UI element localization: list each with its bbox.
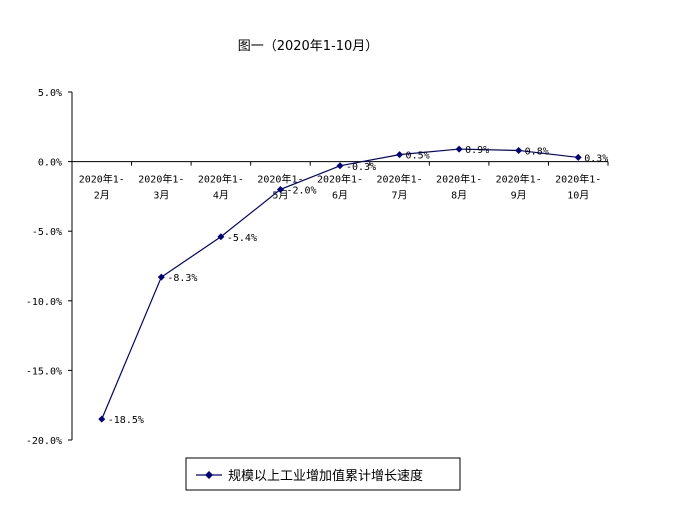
data-point-marker bbox=[157, 273, 165, 281]
data-label: 0.3% bbox=[584, 153, 608, 164]
data-points: -18.5% -8.3% -5.4% -2.0% -0.3% 0.5% 0.9% 0.8% 0.… bbox=[98, 145, 608, 426]
data-label: -5.4% bbox=[227, 233, 257, 244]
legend-box bbox=[185, 457, 461, 491]
data-point-marker bbox=[515, 146, 523, 154]
data-label: 0.5% bbox=[406, 151, 430, 162]
data-label: -18.5% bbox=[108, 415, 144, 426]
legend: 规模以上工业增加值累计增长速度 bbox=[185, 457, 461, 491]
x-tick-label: 3月 bbox=[153, 190, 169, 202]
x-tick-label: 2020年1- bbox=[79, 173, 125, 186]
data-point-marker bbox=[396, 151, 404, 159]
x-tick-label: 7月 bbox=[392, 190, 408, 202]
y-tick-label: -10.0% bbox=[26, 297, 62, 308]
data-label: -0.3% bbox=[346, 162, 376, 173]
x-tick-label: 2020年1- bbox=[317, 173, 363, 186]
data-label: -2.0% bbox=[286, 185, 316, 196]
x-tick-label: 10月 bbox=[567, 190, 589, 202]
x-tick-label: 9月 bbox=[511, 190, 527, 202]
data-label: -8.3% bbox=[167, 273, 197, 284]
y-tick-label: -15.0% bbox=[26, 366, 62, 377]
data-label: 0.9% bbox=[465, 145, 489, 156]
x-tick-label: 8月 bbox=[451, 190, 467, 202]
chart-title: 图一（2020年1-10月） bbox=[238, 39, 379, 54]
data-point-marker bbox=[574, 153, 582, 161]
data-point-marker bbox=[276, 185, 284, 193]
chart-axes: 5.0% 0.0% -5.0% -10.0% -15.0% -20.0% 2020年1- 2月… bbox=[26, 88, 609, 447]
y-tick-label: 5.0% bbox=[38, 88, 62, 99]
data-label: 0.8% bbox=[525, 146, 549, 157]
data-point-marker bbox=[98, 415, 106, 423]
legend-label: 规模以上工业增加值累计增长速度 bbox=[228, 468, 423, 484]
y-tick-label: -5.0% bbox=[32, 227, 62, 238]
x-tick-label: 2020年1- bbox=[376, 173, 422, 186]
x-tick-label: 2020年1- bbox=[436, 173, 482, 186]
x-tick-label: 4月 bbox=[213, 190, 229, 202]
x-tick-label: 2020年1- bbox=[198, 173, 244, 186]
y-tick-label: 0.0% bbox=[38, 158, 62, 169]
y-tick-label: -20.0% bbox=[26, 436, 62, 447]
data-point-marker bbox=[217, 233, 225, 241]
x-tick-label: 2月 bbox=[94, 190, 110, 202]
x-tick-label: 6月 bbox=[332, 190, 348, 202]
legend-marker-icon bbox=[205, 471, 213, 479]
x-tick-label: 2020年1- bbox=[496, 173, 542, 186]
x-tick-label: 2020年1- bbox=[257, 173, 303, 186]
x-tick-label: 2020年1- bbox=[138, 173, 184, 186]
x-tick-label: 2020年1- bbox=[555, 173, 601, 186]
data-point-marker bbox=[336, 162, 344, 170]
data-point-marker bbox=[455, 145, 463, 153]
